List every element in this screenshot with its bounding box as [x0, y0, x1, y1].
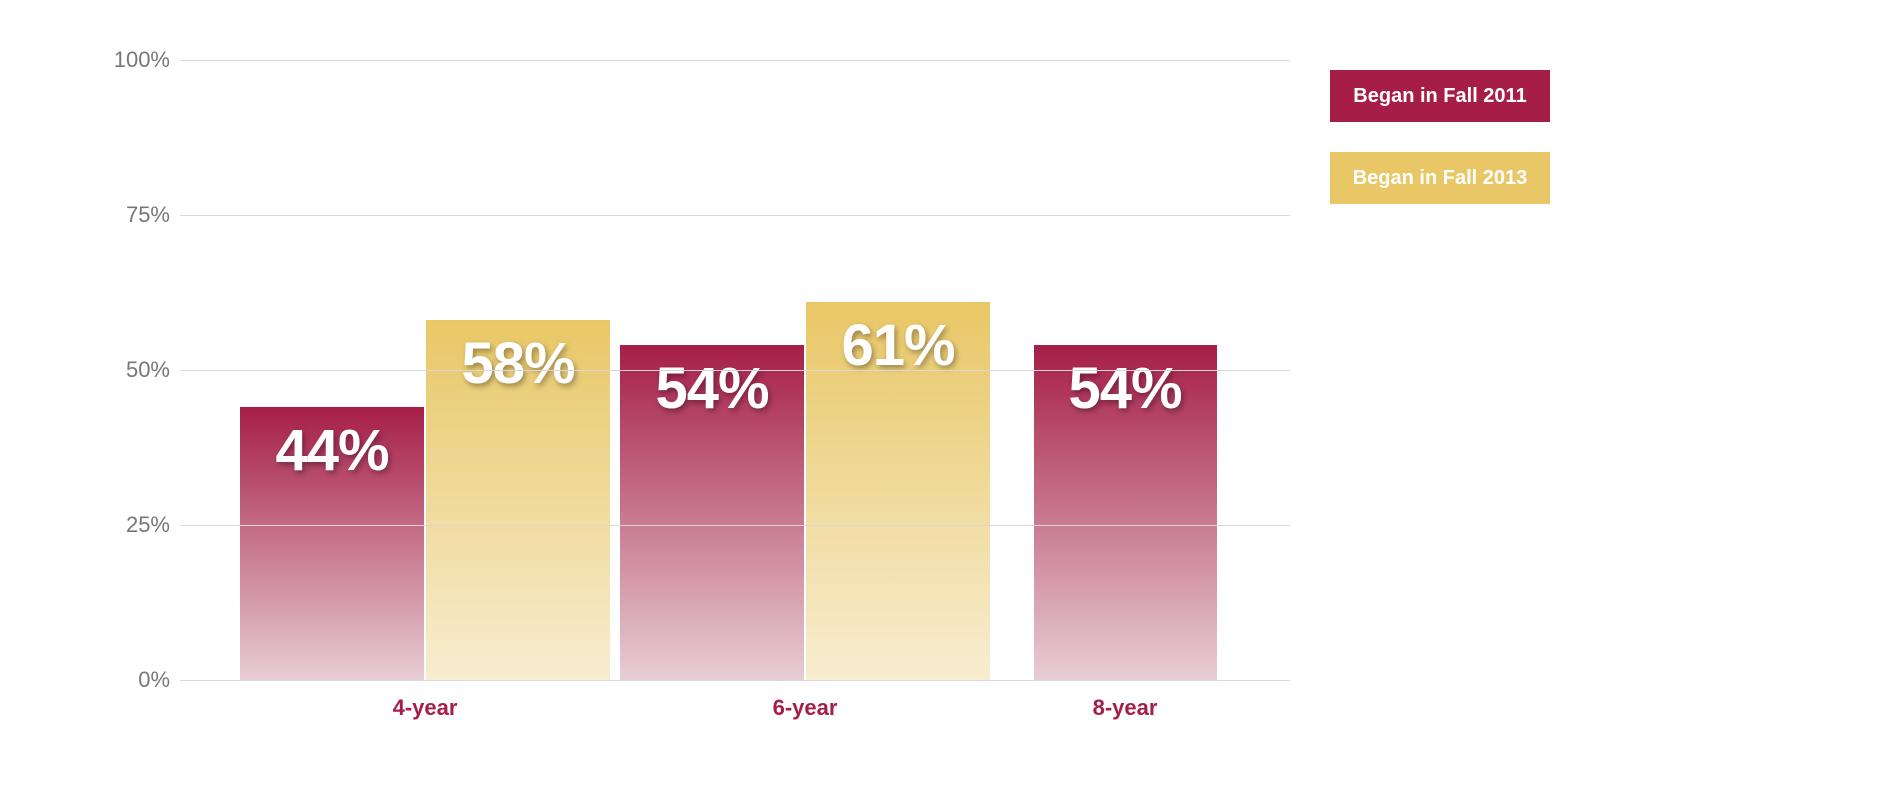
legend-label: Began in Fall 2011 [1353, 85, 1526, 108]
gridline [180, 370, 1290, 371]
bar-group: 44% 58% [239, 320, 611, 680]
plot-area: 44%58%54%61%54% 0%25%50%75%100%4-year6-y… [180, 60, 1290, 680]
bar-value-label: 54% [655, 355, 768, 422]
bar: 54% [1034, 345, 1217, 680]
y-tick-label: 75% [70, 202, 170, 228]
legend-item: Began in Fall 2011 [1330, 70, 1550, 122]
gridline [180, 525, 1290, 526]
x-tick-label: 6-year [773, 695, 838, 721]
bar: 61% [806, 302, 990, 680]
bar-group: 54% 61% [619, 302, 991, 680]
x-tick-label: 4-year [393, 695, 458, 721]
bar: 54% [620, 345, 804, 680]
gridline [180, 680, 1290, 681]
bar-group: 54% [1033, 345, 1218, 680]
bar-value-label: 58% [461, 330, 574, 397]
x-tick-label: 8-year [1093, 695, 1158, 721]
gridline [180, 215, 1290, 216]
gridline [180, 60, 1290, 61]
legend-item: Began in Fall 2013 [1330, 152, 1550, 204]
y-tick-label: 25% [70, 512, 170, 538]
bar: 44% [240, 407, 424, 680]
y-tick-label: 0% [70, 667, 170, 693]
y-tick-label: 100% [70, 47, 170, 73]
bar-chart: 44%58%54%61%54% 0%25%50%75%100%4-year6-y… [50, 60, 1290, 740]
bar-value-label: 44% [275, 417, 388, 484]
bar-value-label: 61% [841, 312, 954, 379]
legend: Began in Fall 2011 Began in Fall 2013 [1330, 70, 1550, 234]
legend-label: Began in Fall 2013 [1353, 167, 1528, 190]
y-tick-label: 50% [70, 357, 170, 383]
bar-value-label: 54% [1068, 355, 1181, 422]
bar: 58% [426, 320, 610, 680]
